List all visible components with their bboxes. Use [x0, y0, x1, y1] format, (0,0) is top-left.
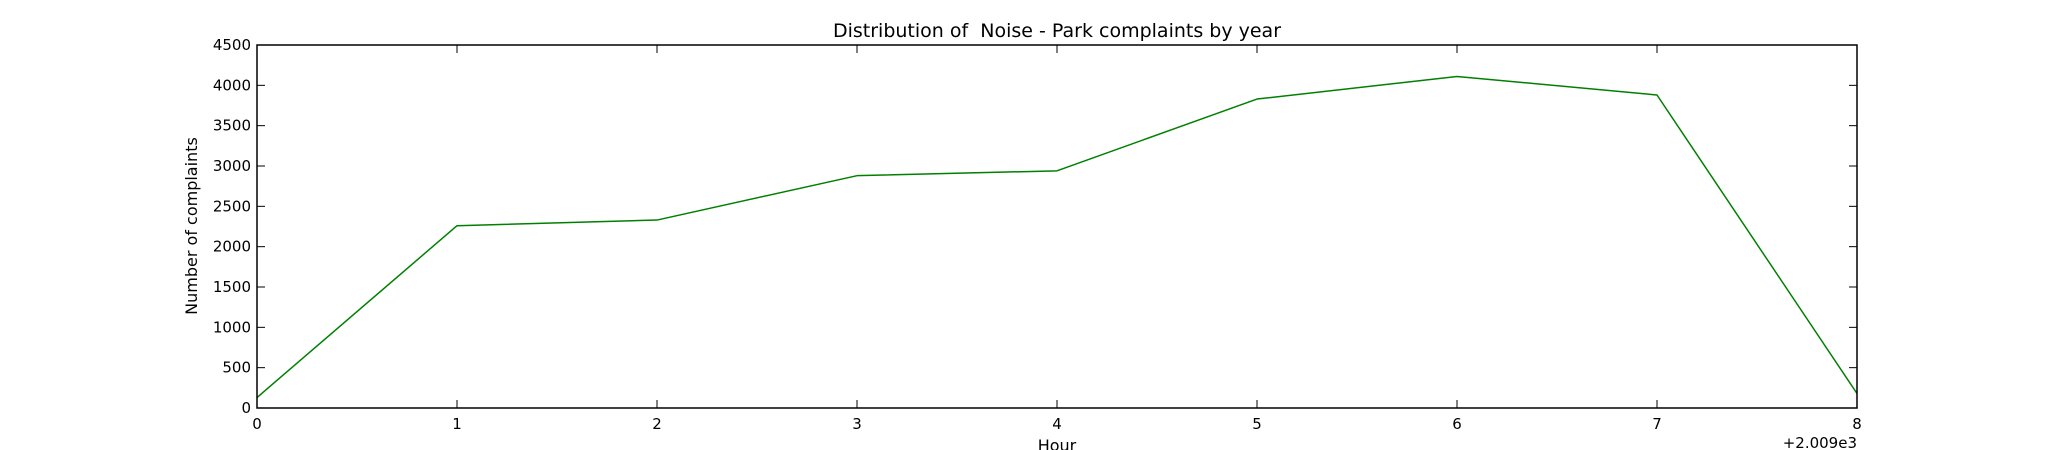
plot-area-frame	[256, 44, 1858, 409]
x-tick-label: 7	[1652, 415, 1662, 433]
series-layer	[256, 75, 1858, 399]
x-tick-label: 3	[852, 415, 862, 433]
x-axis-title: Hour	[1038, 436, 1077, 450]
y-tick-label: 0	[241, 399, 251, 417]
y-tick-label: 1500	[213, 278, 251, 296]
x-tick-label: 0	[252, 415, 262, 433]
y-tick-label: 2000	[213, 238, 251, 256]
y-tick-label: 500	[222, 359, 251, 377]
y-tick-label: 4500	[213, 36, 251, 54]
chart-title: Distribution of Noise - Park complaints …	[833, 20, 1281, 42]
x-tick-label: 1	[452, 415, 462, 433]
x-tick-label: 2	[652, 415, 662, 433]
series-line	[256, 75, 1858, 399]
x-tick-label: 8	[1852, 415, 1862, 433]
x-axis-ticks: 0 1 2 3 4 5 6 7 8	[252, 45, 1862, 433]
y-tick-label: 3500	[213, 117, 251, 135]
y-tick-label: 2500	[213, 197, 251, 215]
y-axis-ticks: 0 500 1000 1500 2000 2500 3000 3500 4000 4500	[213, 36, 1857, 417]
x-tick-label: 4	[1052, 415, 1062, 433]
y-tick-label: 4000	[213, 76, 251, 94]
x-tick-label: 6	[1452, 415, 1462, 433]
y-tick-label: 1000	[213, 318, 251, 336]
x-axis-offset-label: +2.009e3	[1783, 434, 1857, 450]
x-tick-label: 5	[1252, 415, 1262, 433]
y-axis-title: Number of complaints	[182, 137, 201, 315]
y-tick-label: 3000	[213, 157, 251, 175]
